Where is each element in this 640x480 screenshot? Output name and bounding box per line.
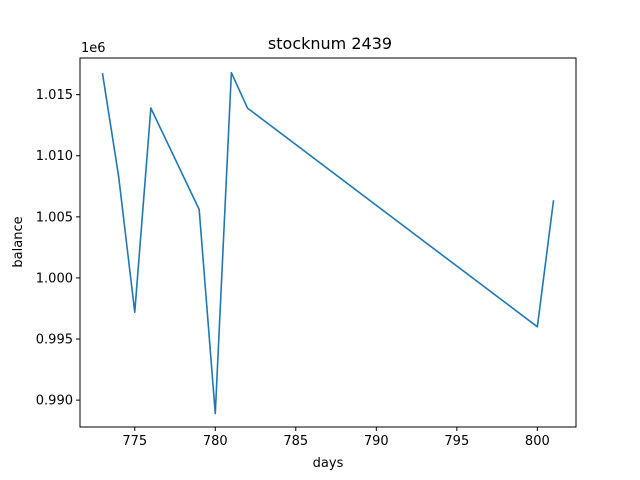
y-tick-label: 1.015 (36, 88, 73, 103)
series-line (101, 71, 555, 415)
y-axis-offset-label: 1e6 (81, 41, 106, 56)
x-tick-label: 800 (525, 434, 550, 449)
y-axis-label: balance (11, 216, 26, 267)
x-axis-label: days (313, 456, 344, 471)
y-tick-label: 1.000 (36, 271, 73, 286)
plot-area-frame (79, 57, 577, 428)
y-tick-label: 0.995 (36, 333, 73, 348)
chart-title: stocknum 2439 (268, 34, 392, 53)
x-tick-label: 775 (122, 434, 147, 449)
x-tick-label: 790 (364, 434, 389, 449)
x-tick-label: 785 (283, 434, 308, 449)
y-tick-label: 1.010 (36, 149, 73, 164)
y-axis-ticks: 0.990 0.995 1.000 1.005 1.010 1.015 (36, 88, 80, 409)
x-axis-ticks: 775 780 785 790 795 800 (122, 427, 550, 449)
x-tick-label: 780 (203, 434, 228, 449)
y-tick-label: 1.005 (36, 210, 73, 225)
x-tick-label: 795 (444, 434, 469, 449)
y-tick-label: 0.990 (36, 394, 73, 409)
